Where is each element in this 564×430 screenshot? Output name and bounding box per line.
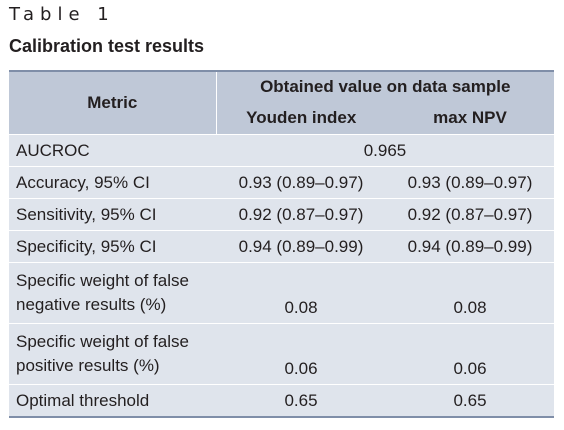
youden-value-cell: 0.08 [216,262,386,324]
npv-value-cell: 0.94 (0.89–0.99) [386,230,554,263]
table-row: Accuracy, 95% CI 0.93 (0.89–0.97) 0.93 (… [9,166,554,199]
metric-cell: Specificity, 95% CI [9,230,216,263]
metric-cell: Accuracy, 95% CI [9,166,216,199]
table-row: Sensitivity, 95% CI 0.92 (0.87–0.97) 0.9… [9,198,554,231]
table-row: Specificity, 95% CI 0.94 (0.89–0.99) 0.9… [9,230,554,263]
table-caption: Calibration test results [9,36,205,56]
table-row: AUCROC 0.965 [9,134,554,167]
metric-line-1: Specific weight of false [16,271,189,290]
metric-cell: Specific weight of false positive result… [9,323,216,385]
npv-value-cell: 0.65 [386,384,554,417]
npv-value-cell: 0.92 (0.87–0.97) [386,198,554,231]
metric-cell: AUCROC [9,134,216,167]
npv-value-cell: 0.08 [386,262,554,324]
youden-value-cell: 0.06 [216,323,386,385]
youden-value-cell: 0.65 [216,384,386,417]
table-label: Table 1 [9,4,115,25]
metric-column-header: Metric [9,71,216,135]
npv-value-cell: 0.06 [386,323,554,385]
obtained-value-group-header: Obtained value on data sample [215,71,554,102]
merged-value-cell: 0.965 [216,134,554,167]
youden-value-cell: 0.94 (0.89–0.99) [216,230,386,263]
youden-index-column-header: Youden index [215,102,386,135]
table-row: Optimal threshold 0.65 0.65 [9,384,554,417]
table-row: Specific weight of false positive result… [9,323,554,385]
max-npv-column-header: max NPV [386,102,554,135]
results-table: Metric Obtained value on data sample You… [9,70,554,418]
youden-value-cell: 0.93 (0.89–0.97) [216,166,386,199]
npv-value-cell: 0.93 (0.89–0.97) [386,166,554,199]
youden-value-cell: 0.92 (0.87–0.97) [216,198,386,231]
metric-cell: Optimal threshold [9,384,216,417]
metric-line-2: positive results (%) [16,356,160,375]
metric-cell: Sensitivity, 95% CI [9,198,216,231]
metric-line-2: negative results (%) [16,295,167,314]
metric-cell: Specific weight of false negative result… [9,262,216,324]
metric-line-1: Specific weight of false [16,332,189,351]
table-row: Specific weight of false negative result… [9,262,554,324]
